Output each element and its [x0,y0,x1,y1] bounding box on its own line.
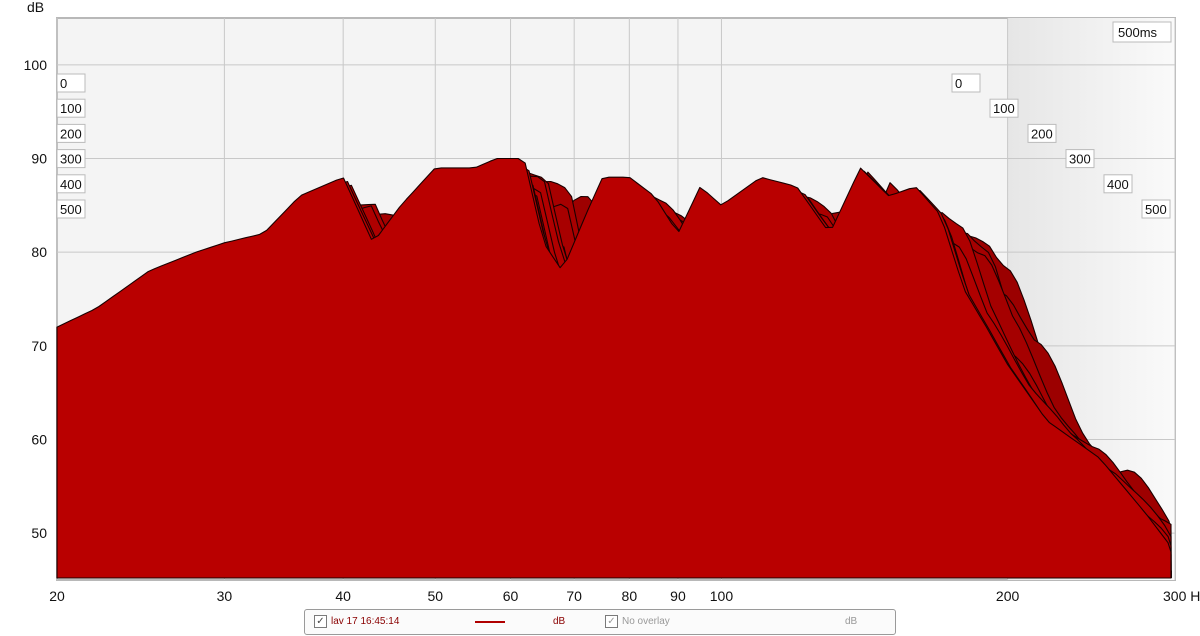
time-tag-left: 400 [56,174,86,194]
x-tick-label: 200 [996,588,1020,604]
y-axis-unit-label: dB [27,0,44,15]
time-tag-right: 0 [951,73,981,93]
x-tick-label: 300 Hz [1163,588,1200,604]
x-tick-label: 70 [566,588,582,604]
time-axis-tag-text: 500ms [1118,25,1158,40]
time-tag-left: 0 [56,73,86,93]
legend-series-label: lav 17 16:45:14 [331,616,400,627]
time-tag-right: 400 [1103,174,1133,194]
overlay-checkbox[interactable]: ✓ [605,615,618,628]
time-tag-left-box [56,149,86,169]
time-tag-right-box [1065,149,1095,169]
time-tag-right-box [989,98,1019,118]
time-tag-left-box [56,174,86,194]
y-tick-label: 100 [24,57,48,73]
y-tick-label: 90 [31,151,47,167]
time-tag-right-text: 200 [1031,126,1053,141]
time-tag-right-box [1141,199,1171,219]
x-tick-label: 80 [622,588,638,604]
time-tag-left-text: 0 [60,76,67,91]
time-tag-right-text: 100 [993,101,1015,116]
time-tag-right-box [1103,174,1133,194]
time-tag-left-box [56,98,86,118]
time-tag-left: 200 [56,123,86,143]
y-tick-label: 60 [31,432,47,448]
legend: ✓ lav 17 16:45:14 dB ✓ No overlay dB [304,609,896,635]
time-tag-left-box [56,73,86,93]
time-axis-tag: 500ms [1112,21,1172,43]
time-tag-left-text: 500 [60,202,82,217]
time-tag-left-text: 300 [60,152,82,167]
time-tag-right: 500 [1141,199,1171,219]
x-tick-label: 100 [710,588,734,604]
time-tag-left: 300 [56,149,86,169]
legend-series-units: dB [553,616,566,627]
legend-series-line [475,621,505,623]
x-tick-label: 40 [335,588,351,604]
y-tick-label: 80 [31,244,47,260]
time-tag-right: 100 [989,98,1019,118]
time-tag-right-text: 300 [1069,152,1091,167]
time-tag-right-box [1027,123,1057,143]
time-tag-right-text: 0 [955,76,962,91]
time-tag-right: 200 [1027,123,1057,143]
y-tick-label: 70 [31,338,47,354]
time-tag-right-text: 500 [1145,202,1167,217]
x-tick-label: 20 [49,588,65,604]
legend-overlay-label: No overlay [622,616,670,627]
time-tag-left-text: 200 [60,126,82,141]
x-tick-label: 30 [217,588,233,604]
x-tick-label: 50 [427,588,443,604]
x-tick-label: 60 [503,588,519,604]
legend-overlay-units: dB [845,616,858,627]
x-tick-label: 90 [670,588,686,604]
time-tag-right-box [951,73,981,93]
time-tag-left: 500 [56,199,86,219]
time-tag-right: 300 [1065,149,1095,169]
time-tag-left-box [56,199,86,219]
time-tag-left-box [56,123,86,143]
time-tag-left: 100 [56,98,86,118]
y-tick-label: 50 [31,525,47,541]
waterfall-slice [56,157,1172,579]
time-axis-tag-box [1112,21,1172,43]
time-tag-left-text: 100 [60,101,82,116]
time-tag-right-text: 400 [1107,177,1129,192]
series-checkbox[interactable]: ✓ [314,615,327,628]
time-tag-left-text: 400 [60,177,82,192]
